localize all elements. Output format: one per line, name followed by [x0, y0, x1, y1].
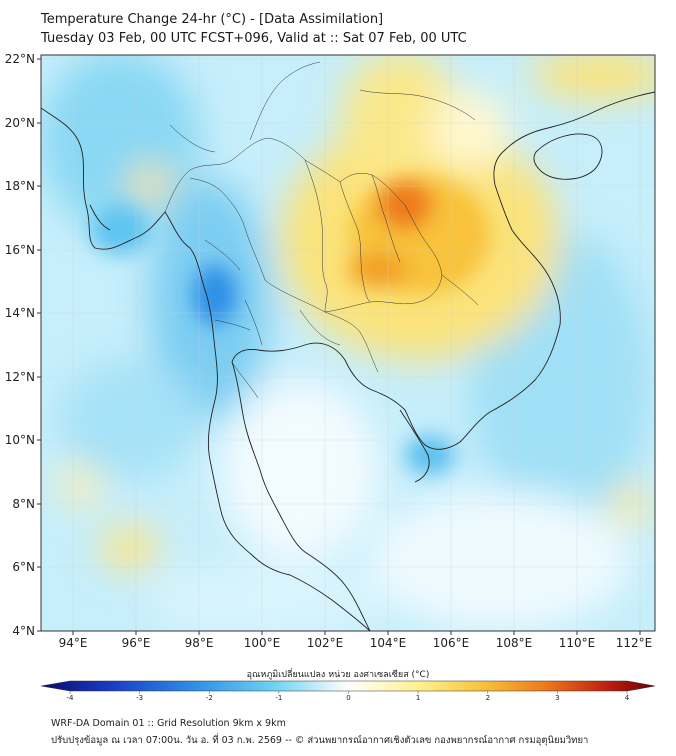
colorbar-tick-label: 2: [485, 694, 491, 702]
colorbar-ticks: [69, 691, 628, 694]
lon-label: 94°E: [59, 636, 88, 650]
colorbar-tick-label: -1: [275, 694, 283, 702]
lat-label: 18°N: [5, 179, 35, 193]
lat-label: 10°N: [5, 433, 35, 447]
lat-label: 8°N: [12, 497, 35, 511]
lon-label: 96°E: [122, 636, 151, 650]
lat-label: 14°N: [5, 306, 35, 320]
longitude-labels: 94°E 96°E 98°E 100°E 102°E 104°E 106°E 1…: [59, 636, 653, 650]
coastlines: [41, 91, 655, 631]
lon-label: 108°E: [496, 636, 533, 650]
map-frame: [40, 54, 656, 632]
lon-label: 104°E: [370, 636, 407, 650]
lat-label: 16°N: [5, 243, 35, 257]
colorbar-tick-label: -4: [66, 694, 74, 702]
lon-label: 102°E: [307, 636, 344, 650]
lon-label: 100°E: [244, 636, 281, 650]
model-info: WRF-DA Domain 01 :: Grid Resolution 9km …: [51, 718, 286, 729]
colorbar-tick-label: 3: [555, 694, 560, 702]
lon-label: 106°E: [433, 636, 470, 650]
admin-boundaries: [164, 61, 479, 399]
update-credit: ปรับปรุงข้อมูล ณ เวลา 07:00น. วัน อ. ที่…: [51, 735, 589, 746]
colorbar-tick-label: 1: [415, 694, 421, 702]
lon-label: 98°E: [185, 636, 214, 650]
lat-label: 20°N: [5, 116, 35, 130]
lat-label: 6°N: [12, 560, 35, 574]
map-title: Temperature Change 24-hr (°C) - [Data As…: [41, 12, 384, 27]
colorbar-tick-label: 4: [624, 694, 630, 702]
latitude-labels: 22°N 20°N 18°N 16°N 14°N 12°N 10°N 8°N 6…: [5, 52, 35, 638]
colorbar-tick-label: 0: [346, 694, 351, 702]
axis-ticks: [37, 58, 641, 635]
colorbar-tick-label: -2: [205, 694, 213, 702]
lat-label: 4°N: [12, 624, 35, 638]
colorbar-title: อุณหภูมิเปลี่ยนแปลง หน่วย องศาเซลเซียส (…: [246, 670, 430, 680]
lon-label: 112°E: [616, 636, 653, 650]
lat-label: 12°N: [5, 370, 35, 384]
colorbar-tick-label: -3: [136, 694, 144, 702]
temperature-field: [41, 55, 655, 631]
graticule: [41, 55, 655, 631]
lon-label: 110°E: [559, 636, 596, 650]
map-subtitle: Tuesday 03 Feb, 00 UTC FCST+096, Valid a…: [41, 31, 467, 46]
lat-label: 22°N: [5, 52, 35, 66]
colorbar: [40, 680, 656, 694]
